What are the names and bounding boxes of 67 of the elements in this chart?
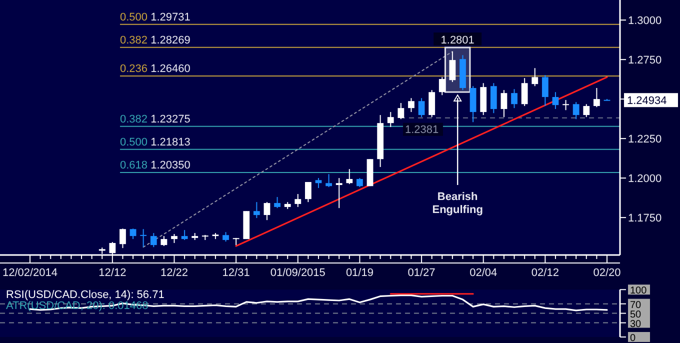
candlestick bbox=[438, 76, 446, 96]
candlestick bbox=[490, 82, 497, 114]
candlestick bbox=[253, 202, 260, 219]
ref-line-label: 0.500 1.21813 bbox=[120, 136, 190, 148]
ref-line-label: 0.382 1.23275 bbox=[120, 113, 190, 126]
candlestick bbox=[160, 236, 168, 246]
x-tick-label: 01/09/2015 bbox=[270, 267, 326, 279]
candlestick bbox=[264, 202, 270, 221]
candlestick bbox=[326, 174, 332, 188]
candlestick bbox=[181, 230, 188, 240]
candlestick bbox=[500, 90, 508, 118]
y-tick-label: 100 bbox=[630, 286, 648, 297]
ref-line-label: 0.618 1.20350 bbox=[120, 160, 190, 172]
candlestick bbox=[521, 78, 528, 107]
x-tick-label: 12/31 bbox=[222, 267, 250, 279]
candlestick bbox=[428, 90, 436, 118]
candlestick bbox=[305, 182, 312, 203]
candlestick bbox=[294, 194, 302, 208]
series-label: RSI(USD/CAD.Close, 14): 56.71 bbox=[6, 289, 164, 301]
candlestick bbox=[150, 232, 157, 248]
ref-line-label: 1.2381 bbox=[405, 124, 439, 136]
candlestick bbox=[583, 104, 590, 118]
x-tick-label: 12/22 bbox=[160, 267, 188, 279]
candlestick bbox=[594, 88, 600, 108]
candlestick bbox=[315, 178, 322, 189]
candlestick bbox=[449, 51, 456, 82]
y-tick-label: 1.2000 bbox=[628, 173, 662, 186]
x-tick-label: 02/20 bbox=[593, 267, 621, 279]
x-tick-label: 02/04 bbox=[470, 267, 498, 279]
x-tick-label: 01/27 bbox=[408, 267, 436, 279]
x-tick-label: 12/02/2014 bbox=[2, 267, 58, 279]
ref-line-label: 0.500 1.29731 bbox=[120, 11, 190, 24]
candlestick bbox=[356, 178, 363, 188]
candlestick bbox=[130, 228, 136, 240]
x-tick-label: 02/12 bbox=[531, 267, 559, 279]
y-tick-label: 1.2250 bbox=[628, 134, 662, 146]
y-tick-label: 1.1750 bbox=[628, 212, 662, 225]
y-tick-label: 50 bbox=[630, 309, 642, 320]
candlestick bbox=[222, 232, 229, 242]
x-tick-label: 12/12 bbox=[98, 267, 126, 279]
annotation: Bearish Engulfing bbox=[432, 191, 483, 216]
candlestick bbox=[274, 196, 280, 209]
candlestick bbox=[532, 68, 538, 87]
y-tick-label: 30 bbox=[630, 318, 642, 330]
y-tick-label: 0 bbox=[630, 333, 636, 343]
y-tick-label: 1.2750 bbox=[628, 54, 662, 67]
candlestick bbox=[140, 228, 147, 248]
candlestick bbox=[418, 98, 425, 118]
x-tick-label: 01/19 bbox=[346, 267, 374, 279]
ref-line-label: 0.236 1.26460 bbox=[120, 62, 190, 75]
candlestick bbox=[171, 233, 178, 244]
candlestick bbox=[120, 228, 126, 249]
candlestick bbox=[542, 74, 548, 107]
annotation: 1.2801 bbox=[440, 34, 474, 47]
candlestick bbox=[572, 102, 580, 120]
candlestick bbox=[346, 168, 353, 185]
text: 1.24934 bbox=[627, 95, 667, 108]
candlestick bbox=[408, 98, 414, 113]
ref-line-label: 0.382 1.28269 bbox=[120, 34, 190, 46]
candlestick bbox=[398, 102, 404, 120]
candlestick bbox=[511, 88, 518, 109]
y-tick-label: 1.3000 bbox=[628, 15, 662, 28]
y-tick-label: 70 bbox=[630, 300, 642, 311]
candlestick bbox=[336, 178, 342, 209]
candlestick bbox=[552, 92, 559, 110]
candlestick bbox=[387, 112, 394, 128]
candlestick bbox=[562, 100, 569, 111]
